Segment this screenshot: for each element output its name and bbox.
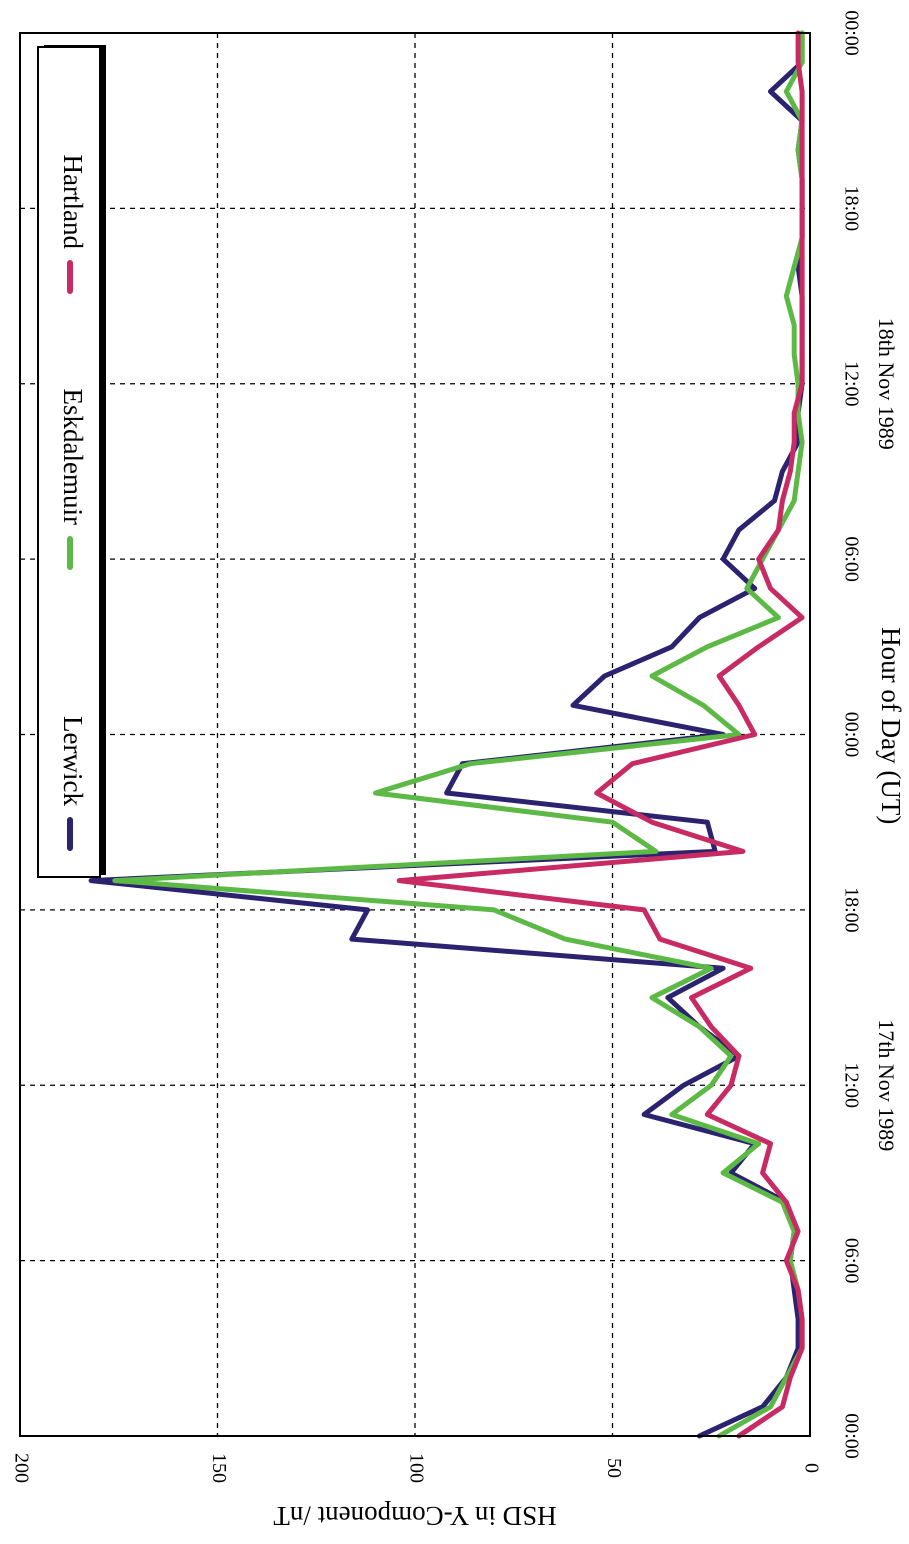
y-tick-label: 150: [208, 1453, 230, 1483]
y-tick-label: 200: [10, 1453, 32, 1483]
x-tick-label: 06:00: [840, 536, 862, 582]
series-line-lerwick: [88, 30, 805, 1439]
x-tick-label: 00:00: [840, 712, 862, 758]
y-tick-label: 50: [603, 1458, 625, 1478]
legend-label-lerwick: Lerwick: [58, 716, 88, 806]
x-tick-label: 12:00: [840, 361, 862, 407]
x-tick-label: 12:00: [840, 1062, 862, 1108]
legend: Lerwick Eskdalemuir Hartland: [37, 45, 106, 878]
date-label: 18th Nov 1989: [874, 318, 899, 450]
x-axis-title: Hour of Day (UT): [876, 627, 906, 824]
legend-items: Lerwick Eskdalemuir Hartland: [58, 155, 88, 851]
series-line-eskdalemuir: [112, 30, 805, 1439]
x-tick-label: 00:00: [840, 10, 862, 56]
tick-labels: 00:00 06:00 12:00 18:00 00:00 06:00 12:00 18:00…: [10, 10, 862, 1483]
legend-label-hartland: Hartland: [58, 155, 88, 250]
x-tick-label: 06:00: [840, 1238, 862, 1284]
date-labels: 17th Nov 1989 18th Nov 1989: [874, 318, 899, 1152]
date-label: 17th Nov 1989: [874, 1019, 899, 1151]
legend-box: [37, 46, 101, 878]
plot-frame: [19, 32, 811, 1437]
series-line-hartland: [396, 30, 805, 1439]
x-tick-label: 00:00: [840, 1413, 862, 1459]
x-tick-label: 18:00: [840, 186, 862, 232]
y-tick-label: 0: [800, 1463, 822, 1473]
y-tick-label: 100: [405, 1453, 427, 1483]
legend-label-eskdalemuir: Eskdalemuir: [58, 389, 88, 525]
y-axis-title: HSD in Y-Component /nT: [273, 1501, 557, 1531]
x-tick-label: 18:00: [840, 887, 862, 933]
series-lines: [88, 30, 805, 1439]
grid: [20, 33, 810, 1436]
